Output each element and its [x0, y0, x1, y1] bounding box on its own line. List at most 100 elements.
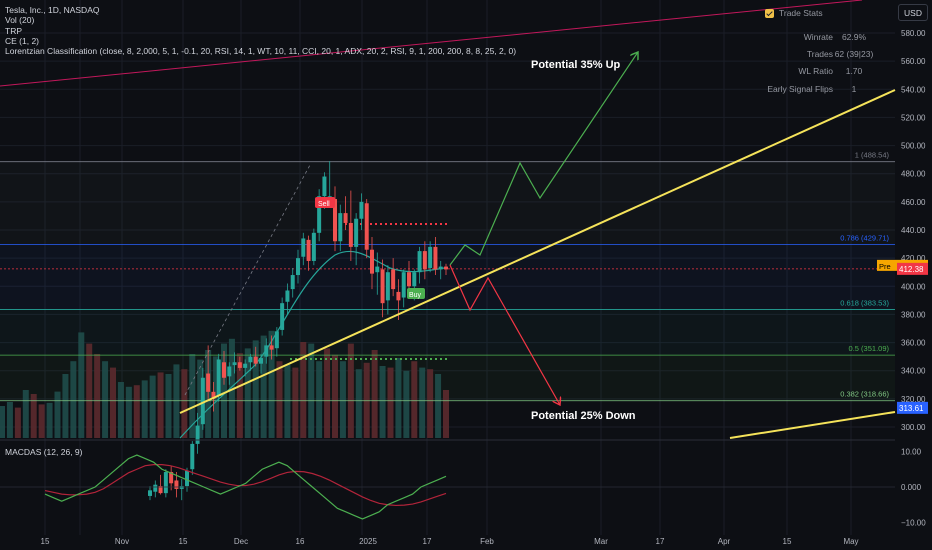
upper-channel-line[interactable]	[0, 0, 863, 87]
volume-bar	[427, 369, 434, 438]
candle-body	[444, 266, 448, 270]
fib-band	[0, 244, 895, 310]
indicator-ce[interactable]: CE (1, 2)	[5, 35, 40, 46]
price-tick: 580.00	[901, 29, 926, 38]
time-axis[interactable]: 15 Nov 15 Dec 16 2025 17 Feb Mar 17 Apr 15 May	[41, 537, 859, 546]
volume-bar	[14, 407, 21, 438]
macd-tick: 10.00	[901, 448, 922, 457]
volume-bar	[443, 390, 449, 438]
volume-bar	[125, 386, 132, 438]
time-tick: 15	[179, 537, 188, 546]
candle-body	[158, 486, 163, 494]
price-tick: 460.00	[901, 198, 926, 207]
candle-body	[195, 425, 200, 444]
indicator-volume[interactable]: Vol (20)	[5, 15, 35, 26]
fib-band	[0, 161, 895, 245]
time-tick: 2025	[359, 537, 377, 546]
volume-bar	[387, 367, 394, 438]
macd-line	[44, 454, 447, 520]
volume-bar	[324, 348, 331, 438]
candle-body	[216, 359, 221, 397]
trendline-main[interactable]	[179, 89, 896, 414]
volume-bar	[22, 390, 29, 438]
candle-body	[301, 238, 306, 257]
candle-body	[253, 356, 258, 364]
macd-pane	[0, 454, 895, 520]
price-tick: 540.00	[901, 85, 926, 94]
candle-body	[338, 213, 343, 242]
time-tick: 15	[783, 537, 792, 546]
volume-bar	[94, 354, 101, 438]
fib-label: 0.382 (318.66)	[840, 390, 889, 399]
candle-body	[428, 246, 433, 268]
volume-bar	[403, 370, 410, 438]
candle-body	[433, 246, 438, 270]
moving-average-line	[179, 250, 446, 439]
candle-body	[185, 470, 189, 487]
price-tick: 560.00	[901, 57, 926, 66]
candle-body	[359, 201, 364, 219]
trendline-lower[interactable]	[729, 411, 896, 439]
volume-bar	[30, 394, 37, 438]
candle-body	[296, 258, 300, 276]
candle-body	[148, 490, 152, 496]
volume-bar	[411, 361, 418, 438]
up-forecast-path[interactable]	[449, 52, 638, 266]
candle-body	[311, 232, 316, 261]
candle-body	[422, 251, 427, 270]
annotation-down: Potential 25% Down	[531, 410, 636, 422]
fib-label: 1 (488.54)	[855, 151, 890, 160]
volume-bar	[165, 374, 172, 438]
candle-body	[269, 345, 274, 350]
candle-body	[174, 480, 179, 489]
stat-value: 62.9%	[841, 31, 867, 42]
volume-bar	[276, 361, 283, 438]
volume-bar	[316, 361, 323, 438]
volume-bar	[371, 350, 378, 438]
indicator-lorentzian[interactable]: Lorentzian Classification (close, 8, 2,0…	[5, 46, 517, 57]
volume-bar	[236, 353, 243, 438]
volume-bar	[46, 402, 53, 438]
stat-label: WL Ratio	[798, 66, 833, 77]
volume-bar	[268, 330, 275, 438]
time-tick: Nov	[115, 537, 129, 546]
volume-bar	[355, 369, 362, 438]
candle-body	[438, 266, 443, 270]
price-tick: 340.00	[901, 367, 926, 376]
fib-label: 0.786 (429.71)	[840, 233, 889, 242]
volume-bar	[86, 343, 93, 438]
time-tick: Dec	[234, 537, 248, 546]
candle-body	[264, 345, 269, 357]
down-forecast-path[interactable]	[449, 264, 560, 405]
volume-bar	[252, 340, 259, 438]
currency-button[interactable]: USD	[898, 4, 928, 21]
volume-bar	[149, 375, 156, 438]
buy-signal-badge	[407, 288, 425, 299]
macd-legend[interactable]: MACDAS (12, 26, 9)	[5, 447, 83, 457]
candle-body	[322, 176, 327, 197]
checkbox-icon[interactable]	[765, 8, 774, 18]
price-tick: 400.00	[901, 282, 926, 291]
time-tick: Mar	[594, 537, 608, 546]
indicator-trp[interactable]: TRP	[5, 25, 22, 36]
volume-bar	[189, 354, 196, 438]
volume-bar	[347, 343, 354, 438]
candle-body	[211, 391, 216, 399]
volume-bar	[197, 359, 204, 438]
fib-label: 0.618 (383.53)	[840, 298, 889, 307]
volume-bar	[0, 406, 5, 438]
candle-body	[401, 272, 406, 298]
candle-body	[348, 222, 353, 247]
symbol-title[interactable]: Tesla, Inc., 1D, NASDAQ	[5, 5, 100, 15]
volume-bar	[133, 385, 140, 438]
pre-badge	[877, 259, 897, 271]
volume-bar	[260, 335, 267, 438]
grid-lines	[0, 0, 895, 535]
candle-body	[412, 272, 417, 287]
volume-bar	[221, 343, 227, 438]
macd-tick: −10.00	[901, 519, 926, 528]
price-tick: 520.00	[901, 113, 926, 122]
price-axis[interactable]: 300.00 320.00 340.00 360.00 380.00 400.00 420.…	[901, 29, 926, 432]
candle-body	[259, 358, 263, 364]
